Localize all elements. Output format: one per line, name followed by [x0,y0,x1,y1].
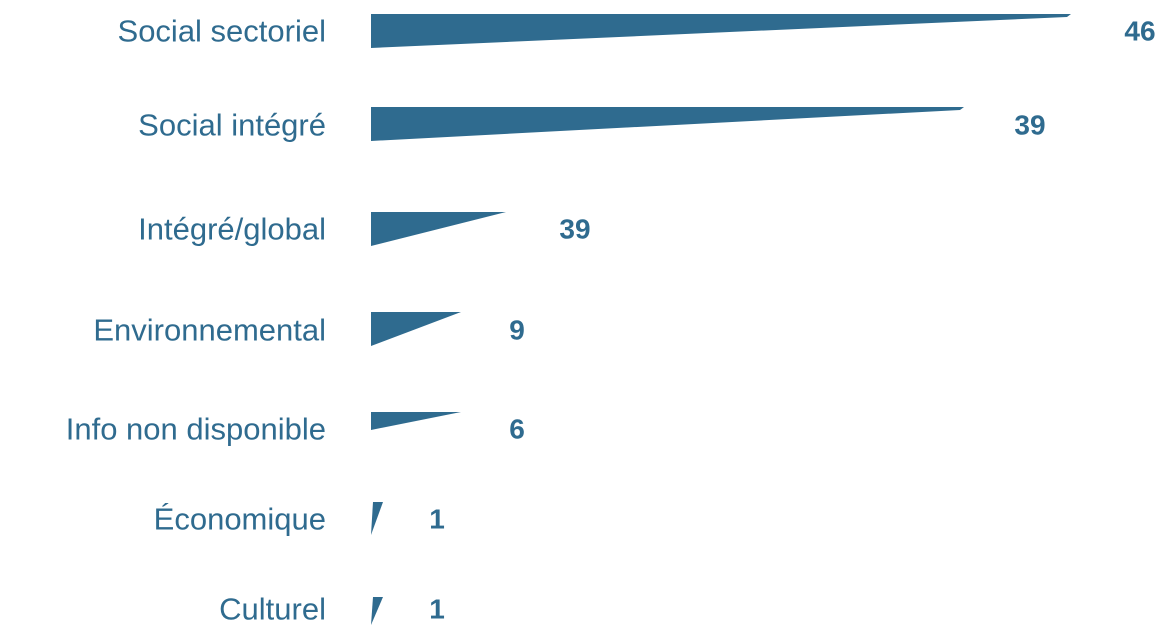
bar-4 [371,312,461,346]
category-label: Économique [154,502,326,537]
bar-5 [371,412,461,430]
value-label: 6 [509,414,525,445]
bar-3 [371,212,506,246]
value-label: 1 [429,504,445,535]
bar-1 [371,14,1071,48]
category-label: Social intégré [138,108,326,143]
bar-6 [371,502,383,535]
value-label: 9 [509,315,525,346]
value-label: 39 [1014,110,1045,141]
category-label: Intégré/global [138,212,326,247]
value-label: 46 [1124,16,1155,47]
bar-2 [371,107,964,141]
category-label: Info non disponible [66,412,326,447]
category-label: Environnemental [93,313,326,348]
bar-7 [371,597,383,625]
category-label: Social sectoriel [118,14,326,49]
value-label: 1 [429,594,445,625]
category-label: Culturel [219,592,326,625]
value-label: 39 [559,214,590,245]
